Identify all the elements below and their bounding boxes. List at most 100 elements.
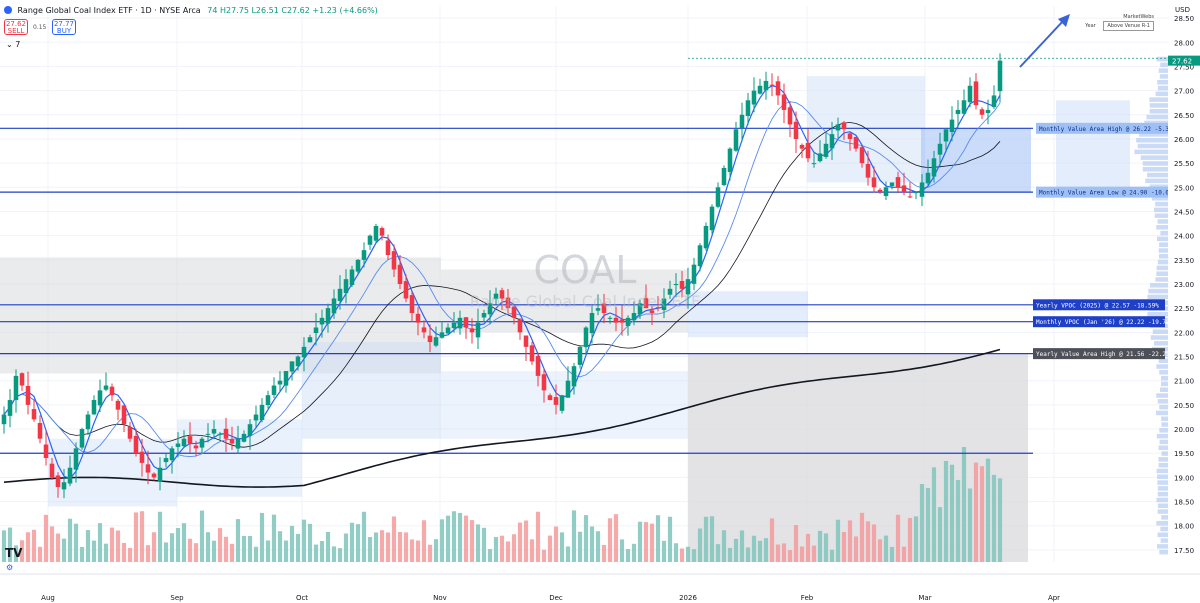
volume-bar [116,531,120,562]
candle-body [926,173,931,184]
volume-bar [614,514,618,562]
candle-body [170,448,175,460]
candle-body [302,347,307,357]
volume-profile-bar [1158,492,1168,497]
candle-body [764,81,769,90]
volume-bar [674,543,678,562]
candle-body [440,332,445,337]
volume-bar [734,539,738,562]
volume-profile-bar [1160,231,1168,236]
indicators-toggle[interactable]: ⌄ 7 [6,40,20,49]
candle-body [296,357,301,367]
volume-bar [884,536,888,562]
candle-body [890,182,895,186]
y-axis-tick: 28.50 [1174,15,1194,23]
candle-body [584,328,589,348]
candle-body [14,376,19,400]
candle-body [560,395,565,411]
volume-bar [566,546,570,562]
volume-profile-bar [1158,457,1168,462]
volume-bar [110,528,114,562]
volume-profile-bar [1149,97,1168,102]
volume-bar [530,539,534,562]
volume-profile-bar [1147,295,1168,300]
y-axis-tick: 27.00 [1174,88,1194,96]
candle-body [908,196,913,197]
volume-bar [164,542,168,562]
y-axis-tick: 19.00 [1174,474,1194,482]
candle-body [878,190,883,192]
candle-body [98,390,103,405]
chevron-down-icon: ⌄ [6,40,13,49]
candle-body [848,133,853,139]
candle-body [632,313,637,320]
volume-bar [332,546,336,562]
watermark-name: Range Global Coal Index ETF [470,292,700,311]
volume-bar [860,513,864,562]
volume-bar [914,516,918,562]
currency-label[interactable]: USD [1175,6,1190,14]
buy-button[interactable]: 27.77 BUY [52,19,76,35]
candle-body [86,415,91,430]
candle-body [278,381,283,385]
volume-profile-bar [1160,63,1168,68]
volume-bar [488,549,492,562]
volume-bar [230,544,234,562]
volume-profile-bar [1161,422,1168,427]
candle-body [74,448,79,469]
legend-line1: MarketWebs [1085,13,1154,21]
candle-body [836,124,841,130]
candle-body [782,95,787,110]
volume-profile-bar [1156,393,1168,398]
volume-profile-bar [1157,266,1168,271]
level-label: Yearly Value Area High @ 21.56 -22.21% [1036,351,1174,358]
candle-body [932,158,937,176]
volume-bar [872,524,876,562]
volume-bar [794,525,798,562]
volume-bar [980,466,984,562]
candle-body [188,436,193,443]
volume-bar [992,475,996,562]
candle-body [338,289,343,301]
volume-bar [440,519,444,562]
volume-profile-bar [1138,144,1168,149]
candle-body [410,295,415,313]
volume-profile-bar [1159,242,1168,247]
volume-bar [176,528,180,562]
volume-bar [506,541,510,562]
volume-bar [368,537,372,562]
candle-body [920,182,925,196]
level-label: Monthly VPOC (Jan '26) @ 22.22 -19.78% [1036,319,1174,326]
volume-bar [686,547,690,562]
volume-bar [194,543,198,562]
candle-body [236,439,241,449]
candle-body [176,444,181,447]
volume-profile-bar [1159,358,1168,363]
candle-body [464,317,469,327]
candle-body [554,397,559,405]
sell-button[interactable]: 27.62 SELL [4,19,28,35]
candle-body [530,345,535,361]
candle-body [56,475,61,487]
symbol-title[interactable]: Range Global Coal Index ETF · 1D · NYSE … [18,6,201,15]
volume-profile-bar [1160,527,1168,532]
volume-bar [500,536,504,562]
volume-bar [308,524,312,562]
candle-body [722,168,727,185]
y-axis-tick: 28.00 [1174,39,1194,47]
volume-bar [188,539,192,562]
volume-bar [548,536,552,562]
volume-bar [140,511,144,562]
candle-body [824,144,829,157]
candle-body [452,323,457,328]
candle-body [860,147,865,163]
volume-bar [296,534,300,562]
volume-bar [86,530,90,562]
volume-bar [626,549,630,562]
volume-bar [722,530,726,562]
settings-gear-icon[interactable]: ⚙ [6,563,13,572]
volume-bar [428,545,432,562]
volume-bar [224,537,228,562]
volume-bar [770,518,774,562]
